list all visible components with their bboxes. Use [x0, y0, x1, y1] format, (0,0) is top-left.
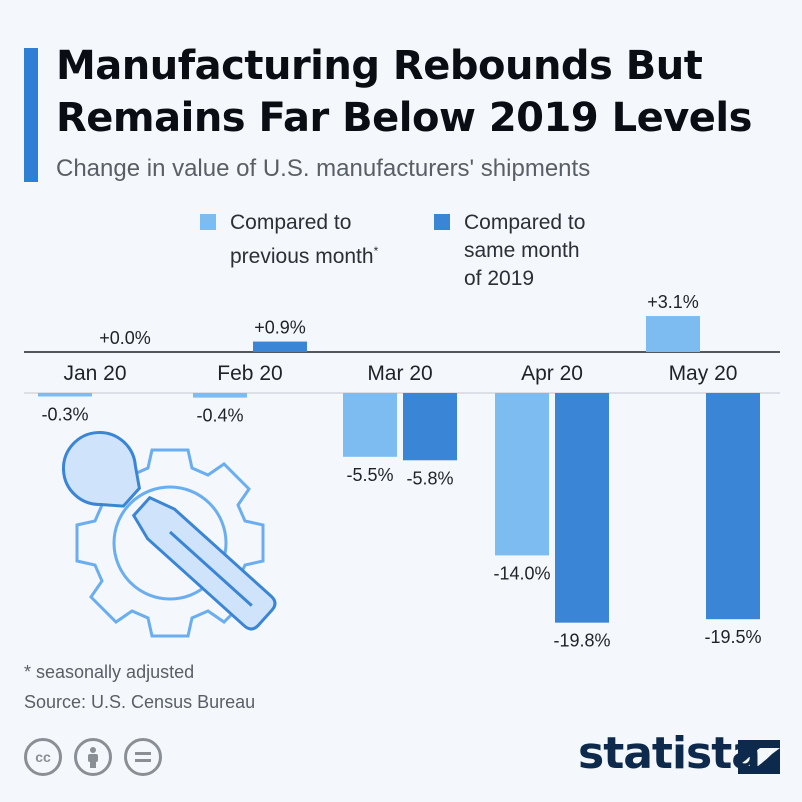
data-label: -14.0%: [493, 563, 550, 583]
statista-logo-mark: [738, 740, 780, 774]
legend-item-previous-month: Compared to previous month*: [200, 209, 378, 271]
bar: [193, 393, 247, 398]
title-accent-bar: [24, 48, 38, 182]
legend-item-same-month-2019: Compared to same month of 2019: [434, 209, 585, 293]
legend-label-previous-month: Compared to previous month*: [230, 211, 379, 268]
data-label: -19.5%: [704, 627, 761, 647]
category-label: May 20: [669, 362, 738, 385]
statista-logo-text[interactable]: statista: [578, 728, 761, 779]
gear-wrench-icon: [62, 431, 277, 638]
bar: [646, 316, 700, 352]
data-label: -19.8%: [553, 631, 610, 651]
bar: [706, 393, 760, 620]
data-label: +0.0%: [99, 328, 151, 348]
category-label: Feb 20: [217, 362, 282, 385]
data-label: -5.5%: [346, 465, 393, 485]
bar: [253, 341, 307, 352]
labels-group: Jan 20 -0.3% +0.0% Feb 20 -0.4% +0.9% Mar 20 -5…: [41, 292, 761, 651]
source-note: Source: U.S. Census Bureau: [24, 692, 256, 712]
chart-title: Manufacturing Rebounds But Remains Far B…: [56, 43, 752, 141]
bars-group: [38, 316, 760, 623]
bar: [38, 393, 92, 397]
cc-icon[interactable]: cc: [24, 738, 62, 776]
legend-swatch-same-month-2019: [434, 214, 450, 230]
data-label: +0.9%: [254, 318, 306, 338]
bar: [495, 393, 549, 556]
bar: [403, 393, 457, 461]
no-derivatives-icon[interactable]: [124, 738, 162, 776]
data-label: -0.4%: [196, 406, 243, 426]
data-label: -0.3%: [41, 404, 88, 424]
chart-subtitle: Change in value of U.S. manufacturers' s…: [56, 155, 591, 182]
legend-swatch-previous-month: [200, 214, 216, 230]
bar: [555, 393, 609, 623]
license-icons: cc: [24, 738, 162, 776]
category-label: Mar 20: [367, 362, 432, 385]
category-label: Jan 20: [63, 362, 126, 385]
data-label: +3.1%: [647, 292, 699, 312]
attribution-icon[interactable]: [74, 738, 112, 776]
bar: [343, 393, 397, 457]
data-label: -5.8%: [406, 468, 453, 488]
footnote: * seasonally adjusted: [24, 662, 195, 682]
category-label: Apr 20: [521, 362, 583, 385]
legend-label-same-month-2019: Compared to same month of 2019: [464, 211, 586, 290]
